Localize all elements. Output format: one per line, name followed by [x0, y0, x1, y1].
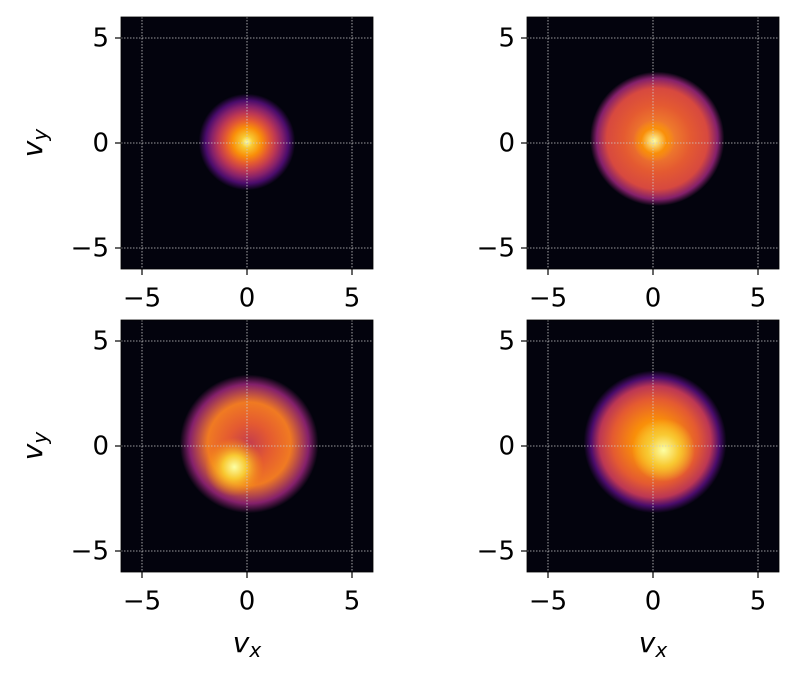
- heatmap-image: [590, 71, 725, 206]
- x-tick-label: 5: [344, 284, 361, 314]
- plot-frame: [526, 319, 780, 573]
- y-tick-label: −5: [71, 234, 109, 264]
- plot-frame: [120, 319, 374, 573]
- density-blob: [633, 119, 676, 162]
- y-axis-label: vy: [16, 128, 52, 158]
- x-tick-label: −5: [529, 587, 567, 617]
- plot-frame: [526, 16, 780, 270]
- x-tick-label: 0: [645, 587, 662, 617]
- plot-frame: [120, 16, 374, 270]
- x-axis-label: vx: [233, 626, 262, 662]
- heatmap-image: [583, 370, 727, 514]
- density-blob: [205, 437, 264, 497]
- y-tick-label: 5: [498, 327, 515, 357]
- x-axis-label-sub: x: [248, 638, 261, 662]
- panel: −5 0 5 −5 0 5 vy: [16, 16, 374, 314]
- x-tick-label: −5: [123, 587, 161, 617]
- y-tick-label: 5: [92, 24, 109, 54]
- y-axis-label-sub: y: [28, 128, 52, 142]
- y-axis-label: vy: [16, 431, 52, 461]
- y-tick-label: 0: [92, 129, 109, 159]
- y-tick-label: 5: [498, 24, 515, 54]
- x-axis-label-main: v: [639, 626, 656, 659]
- y-tick-label: −5: [477, 234, 515, 264]
- x-tick-label: 5: [750, 587, 767, 617]
- x-tick-label: 0: [239, 284, 256, 314]
- y-axis-label-sub: y: [28, 431, 52, 445]
- y-axis-label-main: v: [16, 443, 49, 460]
- density-blob: [198, 93, 296, 191]
- y-tick-label: 0: [498, 129, 515, 159]
- y-tick-label: 0: [498, 432, 515, 462]
- x-tick-label: 5: [344, 587, 361, 617]
- heatmap-image: [179, 374, 319, 514]
- panel: −5 0 5 −5 0 5: [477, 16, 780, 314]
- x-axis-label: vx: [639, 626, 668, 662]
- x-axis-label-sub: x: [654, 638, 667, 662]
- x-tick-label: 0: [239, 587, 256, 617]
- heatmap-image: [198, 93, 296, 191]
- y-tick-label: 5: [92, 327, 109, 357]
- x-tick-label: 5: [750, 284, 767, 314]
- x-tick-label: −5: [529, 284, 567, 314]
- y-tick-label: −5: [71, 537, 109, 567]
- x-tick-label: −5: [123, 284, 161, 314]
- y-tick-label: 0: [92, 432, 109, 462]
- x-tick-label: 0: [645, 284, 662, 314]
- x-axis-label-main: v: [233, 626, 250, 659]
- y-tick-label: −5: [477, 537, 515, 567]
- panel: −5 0 5 −5 0 5 vx: [477, 319, 780, 662]
- y-axis-label-main: v: [16, 140, 49, 157]
- density-blob: [632, 418, 695, 482]
